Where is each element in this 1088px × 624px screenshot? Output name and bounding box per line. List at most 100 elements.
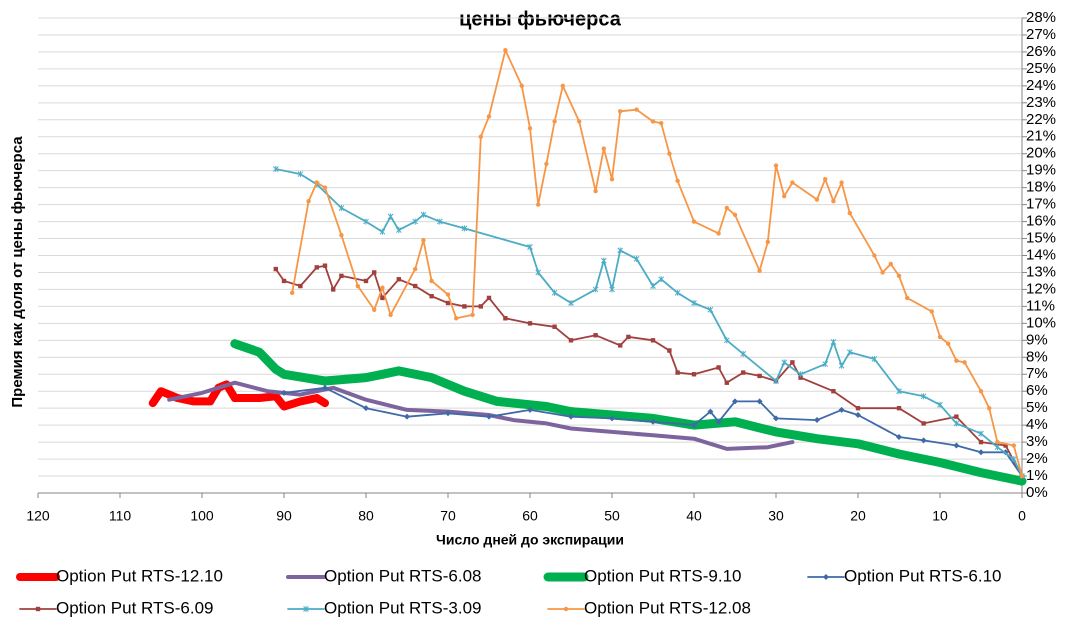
y-tick-label: 10% — [1026, 314, 1056, 331]
marker — [503, 316, 508, 321]
marker — [339, 232, 344, 238]
y-tick-label: 0% — [1026, 484, 1048, 501]
marker — [445, 410, 451, 417]
marker — [322, 263, 328, 268]
legend-label: Option Put RTS-12.08 — [584, 598, 751, 617]
chart-title: цены фьючерса — [459, 8, 622, 30]
marker — [847, 210, 852, 216]
marker — [978, 439, 984, 445]
legend-label: Option Put RTS-12.10 — [56, 566, 223, 585]
marker — [675, 178, 680, 184]
marker — [281, 389, 287, 396]
marker — [527, 321, 533, 326]
marker — [372, 307, 377, 312]
marker — [593, 188, 598, 194]
marker — [633, 255, 640, 262]
marker — [568, 338, 574, 343]
y-tick-label: 27% — [1026, 26, 1056, 43]
series — [290, 48, 1025, 479]
marker — [379, 228, 386, 235]
marker — [486, 295, 492, 301]
marker — [920, 393, 927, 400]
y-tick-label: 15% — [1026, 230, 1056, 247]
marker — [839, 180, 844, 185]
marker — [978, 449, 984, 456]
marker — [781, 359, 788, 366]
marker — [601, 146, 606, 151]
marker — [470, 312, 475, 318]
marker — [527, 406, 533, 413]
marker — [823, 574, 829, 580]
marker — [707, 408, 714, 415]
marker — [420, 211, 427, 218]
marker — [716, 365, 721, 370]
y-tick-label: 4% — [1026, 416, 1048, 433]
marker — [724, 380, 729, 385]
x-tick-label: 20 — [850, 508, 866, 524]
x-tick-label: 10 — [932, 508, 948, 524]
marker — [35, 606, 41, 612]
marker — [798, 375, 803, 380]
marker — [445, 292, 451, 297]
marker — [1011, 443, 1016, 448]
marker — [937, 401, 943, 408]
marker — [871, 355, 878, 362]
marker — [396, 277, 401, 282]
marker — [650, 283, 656, 290]
y-tick-label: 17% — [1026, 196, 1056, 213]
marker — [609, 286, 615, 293]
marker — [626, 334, 631, 340]
y-tick-label: 14% — [1026, 246, 1056, 263]
marker — [740, 350, 747, 357]
marker — [962, 360, 967, 365]
legend-label: Option Put RTS-6.09 — [56, 598, 214, 617]
marker — [568, 300, 574, 306]
marker — [937, 334, 943, 340]
marker — [831, 389, 836, 394]
marker — [290, 290, 295, 296]
marker — [846, 349, 853, 356]
marker — [650, 338, 656, 343]
marker — [404, 413, 410, 420]
marker — [551, 289, 558, 296]
marker — [560, 83, 565, 89]
marker — [757, 373, 762, 379]
legend-label: Option Put RTS-6.10 — [844, 566, 1002, 585]
marker — [454, 316, 459, 321]
marker — [724, 205, 729, 211]
x-axis-label: Число дней до экспирации — [436, 532, 624, 548]
y-tick-label: 24% — [1026, 77, 1056, 94]
marker — [339, 273, 344, 279]
marker — [436, 218, 443, 225]
y-tick-label: 12% — [1026, 280, 1056, 297]
marker — [757, 268, 762, 273]
marker — [544, 161, 549, 167]
marker — [756, 398, 763, 405]
marker — [896, 388, 902, 395]
legend-label: Option Put RTS-6.08 — [324, 566, 482, 585]
series-line — [283, 386, 1023, 477]
marker — [1019, 473, 1025, 479]
marker — [691, 300, 697, 306]
y-tick-label: 9% — [1026, 331, 1048, 348]
marker — [486, 114, 492, 119]
marker — [994, 444, 1001, 451]
marker — [707, 306, 714, 313]
marker — [855, 405, 861, 411]
y-tick-label: 2% — [1026, 450, 1048, 467]
x-tick-label: 100 — [190, 508, 214, 524]
y-tick-label: 20% — [1026, 145, 1056, 162]
y-tick-label: 28% — [1026, 9, 1056, 26]
marker — [715, 418, 722, 425]
marker — [395, 227, 402, 234]
y-tick-label: 22% — [1026, 111, 1056, 128]
marker — [954, 414, 959, 419]
marker — [691, 372, 697, 377]
marker — [946, 341, 951, 346]
marker — [536, 202, 541, 207]
marker — [617, 247, 624, 254]
y-tick-label: 6% — [1026, 382, 1048, 399]
marker — [412, 218, 419, 225]
marker — [535, 269, 542, 276]
